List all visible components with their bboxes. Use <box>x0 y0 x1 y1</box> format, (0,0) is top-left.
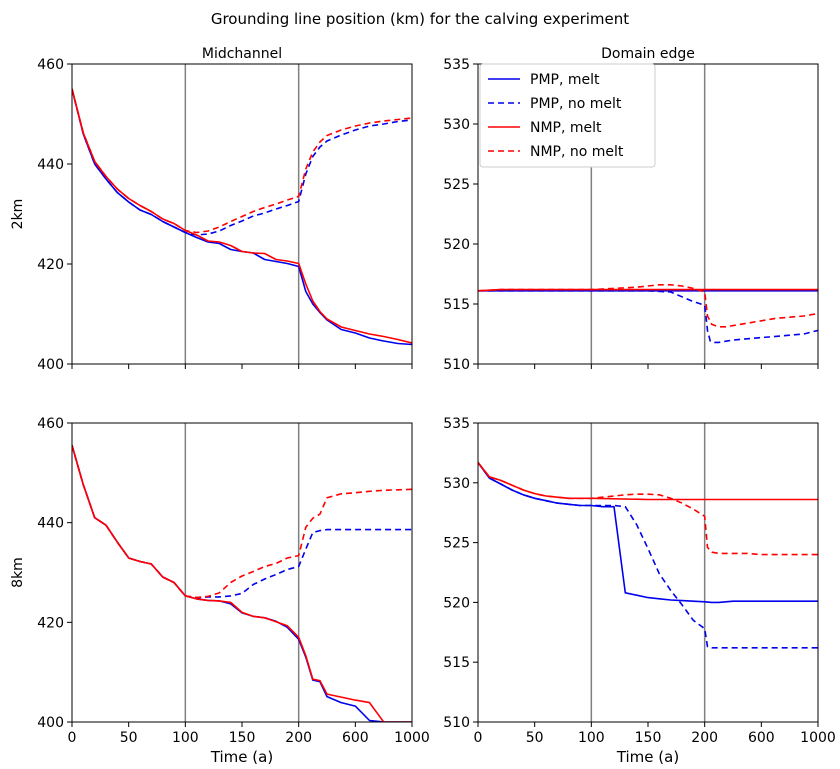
y-tick-label: 525 <box>443 536 470 552</box>
legend-label: PMP, melt <box>530 72 600 88</box>
x-tick-label: 1000 <box>800 730 836 746</box>
y-tick-label: 440 <box>37 516 64 532</box>
y-tick-label: 510 <box>443 715 470 731</box>
series-line-pmp-nomelt <box>72 88 412 236</box>
x-tick-label: 150 <box>229 730 256 746</box>
series-line-nmp-melt <box>72 88 412 344</box>
y-tick-label: 510 <box>443 357 470 373</box>
x-tick-label: 1000 <box>394 730 430 746</box>
y-tick-label: 520 <box>443 237 470 253</box>
series-line-pmp-nomelt <box>478 462 818 649</box>
x-axis-label: Time (a) <box>210 748 273 766</box>
legend-label: PMP, no melt <box>530 96 622 112</box>
y-axis-label: 8km <box>10 557 26 588</box>
series-line-nmp-melt <box>72 445 412 722</box>
axes-frame <box>477 422 819 723</box>
series-line-nmp-nomelt <box>478 283 818 328</box>
y-tick-label: 530 <box>443 476 470 492</box>
y-tick-label: 460 <box>37 57 64 73</box>
legend-box <box>479 63 656 168</box>
x-tick-label: 100 <box>578 730 605 746</box>
x-tick-label: 50 <box>526 730 544 746</box>
y-tick-label: 400 <box>37 715 64 731</box>
y-tick-label: 535 <box>443 416 470 432</box>
panel-midchannel-2km: 400 420 440 460 Midchannel 2km <box>10 46 413 373</box>
y-tick-label: 440 <box>37 157 64 173</box>
panel-midchannel-8km: 400 420 440 460 0 50 100 150 200 600 1000 8km Time (… <box>10 416 430 766</box>
panel-title: Domain edge <box>601 46 695 62</box>
y-tick-label: 515 <box>443 655 470 671</box>
series-line-pmp-melt <box>72 445 412 722</box>
legend-label: NMP, melt <box>530 120 602 136</box>
x-tick-label: 150 <box>635 730 662 746</box>
panel-domain-edge-2km: 510 515 520 525 530 535 Domain edge <box>443 46 819 373</box>
figure-title: Grounding line position (km) for the cal… <box>211 10 629 28</box>
series-line-nmp-nomelt <box>72 88 412 234</box>
x-tick-label: 100 <box>172 730 199 746</box>
axes-frame <box>71 422 413 723</box>
y-tick-label: 530 <box>443 117 470 133</box>
y-tick-label: 420 <box>37 257 64 273</box>
y-tick-label: 535 <box>443 57 470 73</box>
legend: PMP, melt PMP, no melt NMP, melt NMP, no me… <box>479 63 656 168</box>
x-tick-label: 600 <box>748 730 775 746</box>
y-tick-label: 460 <box>37 416 64 432</box>
x-tick-label: 50 <box>120 730 138 746</box>
series-line-nmp-nomelt <box>478 462 818 556</box>
y-axis-label: 2km <box>10 199 26 230</box>
series-line-pmp-melt <box>478 462 818 604</box>
y-tick-label: 525 <box>443 177 470 193</box>
panel-domain-edge-8km: 510 515 520 525 530 535 0 50 100 150 200 600 1000 Tim… <box>443 416 836 766</box>
series-line-nmp-nomelt <box>72 445 412 599</box>
legend-label: NMP, no melt <box>530 144 624 160</box>
y-tick-label: 400 <box>37 357 64 373</box>
series-line-pmp-nomelt <box>72 445 412 599</box>
y-tick-label: 420 <box>37 615 64 631</box>
x-axis-label: Time (a) <box>616 748 679 766</box>
y-tick-label: 515 <box>443 297 470 313</box>
x-tick-label: 0 <box>68 730 77 746</box>
x-tick-label: 200 <box>285 730 312 746</box>
x-tick-label: 200 <box>691 730 718 746</box>
axes-frame <box>71 63 413 365</box>
x-tick-label: 0 <box>474 730 483 746</box>
y-tick-label: 520 <box>443 595 470 611</box>
series-line-pmp-nomelt <box>478 289 818 344</box>
x-tick-label: 600 <box>342 730 369 746</box>
panel-title: Midchannel <box>202 46 282 62</box>
